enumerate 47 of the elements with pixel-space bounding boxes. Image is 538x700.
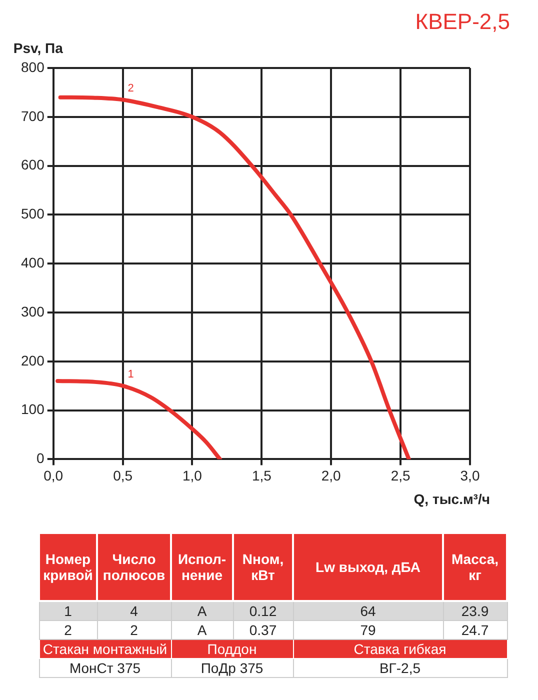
y-tick-label: 700 [21, 108, 45, 124]
y-tick-label: 500 [21, 206, 45, 222]
y-tick-label: 600 [21, 156, 45, 173]
text: Nном, кВт [233, 533, 293, 601]
text: 79 [293, 620, 443, 640]
x-tick-label: 0,5 [113, 467, 133, 484]
text: 24.7 [443, 620, 507, 640]
text: 1 [39, 601, 97, 620]
line-series [56, 378, 222, 460]
x-tick-label: 3,0 [460, 467, 480, 484]
y-tick-label: 0 [36, 450, 45, 466]
series-label: 2 [128, 82, 134, 94]
text: Поддон [171, 640, 293, 658]
x-tick-label: 1,0 [182, 467, 202, 484]
text: Масса, кг [443, 533, 507, 601]
x-tick-label: 0,0 [44, 467, 64, 484]
text: Номер кривой [39, 533, 97, 601]
y-tick-label: 100 [21, 401, 45, 418]
text: ПоДр 375 [171, 658, 293, 678]
text: ВГ-2,5 [293, 658, 507, 678]
y-tick-label: 300 [21, 303, 45, 320]
x-tick-label: 2,0 [321, 467, 342, 484]
chart-title: КВЕР-2,5 [415, 9, 510, 34]
text: 4 [97, 601, 171, 620]
text: 2 [39, 620, 97, 640]
series-label: 1 [128, 368, 134, 380]
text: Число полюсов [97, 533, 171, 601]
y-tick-label: 400 [21, 254, 45, 270]
text: 64 [293, 601, 443, 620]
text: Стакан монтажный [39, 640, 171, 658]
x-tick-label: 2,5 [390, 467, 410, 484]
line-series [58, 95, 411, 460]
text: А [171, 601, 233, 620]
text: Ставка гибкая [293, 640, 507, 658]
text: МонСт 375 [39, 658, 171, 678]
y-tick-label: 200 [21, 352, 45, 368]
text: 2 [97, 620, 171, 640]
text: А [171, 620, 233, 640]
text: Lw выход, дБА [293, 533, 443, 601]
x-axis-title: Q, тыс.м³/ч [414, 491, 490, 508]
x-tick-label: 1,5 [252, 467, 272, 484]
y-tick-label: 800 [21, 58, 45, 75]
text: 0.12 [233, 601, 293, 620]
y-axis-title: Psv, Па [13, 40, 64, 56]
text: Испол-нение [171, 533, 233, 601]
text: 23.9 [443, 601, 507, 620]
text: 0.37 [233, 620, 293, 640]
